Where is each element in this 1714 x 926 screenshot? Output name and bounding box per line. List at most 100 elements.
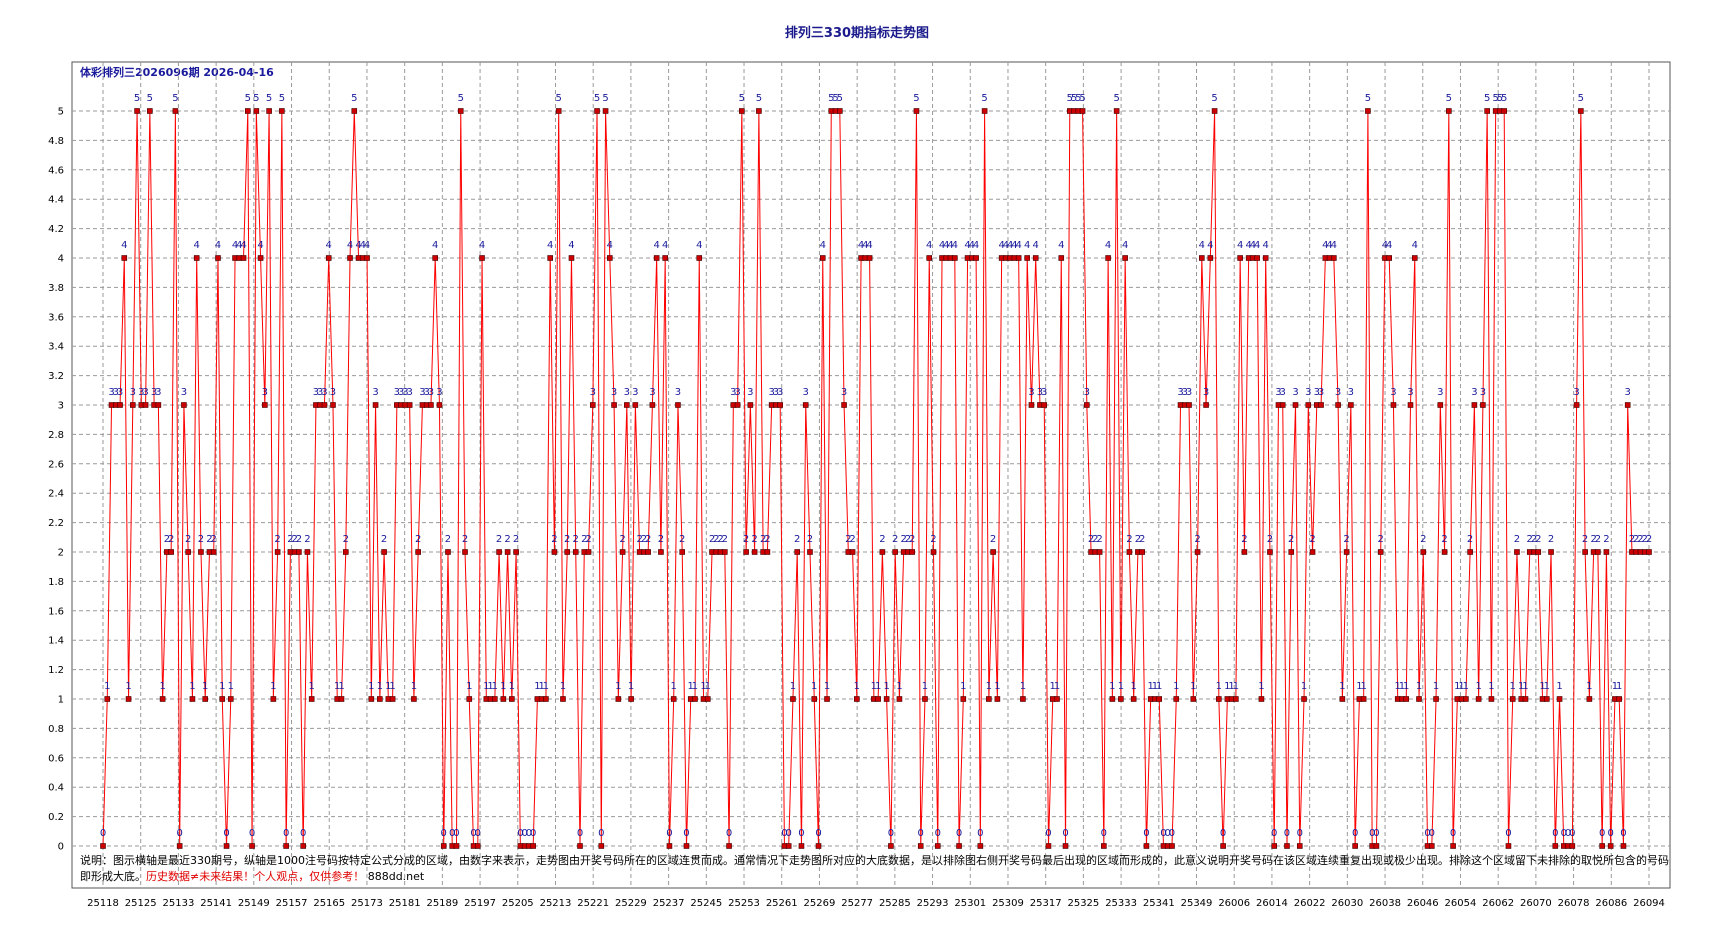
data-label: 0: [1429, 828, 1435, 839]
data-label: 3: [1186, 387, 1192, 398]
data-label: 0: [1169, 828, 1175, 839]
data-label: 4: [364, 240, 370, 251]
data-point: [304, 549, 311, 555]
data-label: 0: [598, 828, 604, 839]
data-point: [1548, 549, 1554, 555]
data-label: 1: [1510, 681, 1516, 692]
data-label: 3: [151, 387, 157, 398]
x-tick-label: 26006: [1218, 898, 1250, 909]
data-point: [296, 549, 302, 555]
data-point: [432, 255, 438, 261]
data-label: 1: [994, 681, 1000, 692]
data-point: [722, 549, 728, 555]
data-label: 0: [798, 828, 804, 839]
data-point: [1441, 549, 1448, 555]
data-point: [279, 108, 285, 114]
data-label: 2: [845, 534, 851, 545]
data-point: [645, 549, 651, 555]
data-label: 1: [1054, 681, 1060, 692]
data-label: 2: [287, 534, 293, 545]
y-tick-label: 0.4: [48, 783, 64, 794]
data-label: 3: [1203, 387, 1209, 398]
data-label: 2: [585, 534, 591, 545]
data-label: 4: [236, 240, 242, 251]
data-point: [351, 108, 358, 114]
x-tick-label: 25118: [87, 898, 119, 909]
data-label: 2: [930, 534, 936, 545]
data-label: 1: [615, 681, 621, 692]
data-point: [1352, 843, 1358, 849]
data-label: 4: [1382, 240, 1388, 251]
data-point: [875, 696, 881, 702]
data-point: [1079, 108, 1086, 114]
data-label: 5: [981, 93, 987, 104]
data-label: 0: [1352, 828, 1358, 839]
data-label: 4: [1105, 240, 1111, 251]
x-tick-label: 25245: [690, 898, 722, 909]
data-label: 2: [1531, 534, 1537, 545]
data-point: [994, 696, 1001, 702]
data-point: [1377, 549, 1384, 555]
x-tick-label: 26062: [1482, 898, 1514, 909]
data-point: [381, 549, 387, 555]
data-label: 3: [1348, 387, 1354, 398]
data-label: 2: [1467, 534, 1473, 545]
data-point: [1279, 402, 1286, 408]
data-point: [819, 255, 826, 261]
data-label: 1: [1522, 681, 1528, 692]
y-tick-label: 4: [58, 254, 64, 265]
data-point: [1041, 402, 1048, 408]
data-point: [1471, 402, 1478, 408]
data-label: 5: [1211, 93, 1217, 104]
data-label: 2: [1629, 534, 1635, 545]
data-point: [1220, 843, 1226, 849]
data-label: 3: [1182, 387, 1188, 398]
data-label: 1: [1109, 681, 1115, 692]
y-tick-label: 5: [58, 107, 64, 118]
data-point: [257, 255, 264, 261]
x-tick-label: 25229: [615, 898, 647, 909]
data-label: 3: [611, 387, 617, 398]
data-label: 4: [1033, 240, 1039, 251]
data-label: 0: [283, 828, 289, 839]
data-point: [1241, 549, 1248, 555]
data-point: [428, 402, 434, 408]
data-point: [909, 549, 916, 555]
data-label: 1: [1616, 681, 1622, 692]
data-point: [1126, 549, 1133, 555]
data-point: [543, 696, 549, 702]
x-tick-label: 26086: [1595, 898, 1627, 909]
data-point: [551, 549, 558, 555]
data-point: [564, 549, 571, 555]
data-label: 1: [125, 681, 131, 692]
data-point: [1514, 549, 1520, 555]
data-label: 1: [1458, 681, 1464, 692]
data-label: 3: [1471, 387, 1477, 398]
data-label: 3: [624, 387, 630, 398]
data-label: 1: [159, 681, 165, 692]
data-label: 1: [385, 681, 391, 692]
data-point: [1143, 843, 1150, 849]
data-label: 1: [811, 681, 817, 692]
data-label: 3: [330, 387, 336, 398]
data-label: 2: [415, 534, 421, 545]
data-point: [1569, 843, 1576, 849]
data-point: [202, 696, 209, 702]
data-point: [662, 255, 668, 261]
x-tick-label: 25253: [728, 898, 760, 909]
data-point: [628, 696, 634, 702]
data-label: 5: [913, 93, 919, 104]
data-label: 1: [219, 681, 225, 692]
data-label: 4: [1024, 240, 1030, 251]
y-tick-label: 3.2: [48, 371, 64, 382]
data-label: 3: [649, 387, 655, 398]
data-label: 0: [1045, 828, 1051, 839]
data-point: [1484, 108, 1490, 114]
x-tick-label: 26038: [1369, 898, 1401, 909]
data-label: 3: [730, 387, 736, 398]
y-tick-label: 4.4: [48, 195, 64, 206]
data-label: 3: [590, 387, 596, 398]
data-label: 4: [1003, 240, 1009, 251]
data-point: [1411, 255, 1418, 261]
data-label: 2: [743, 534, 749, 545]
